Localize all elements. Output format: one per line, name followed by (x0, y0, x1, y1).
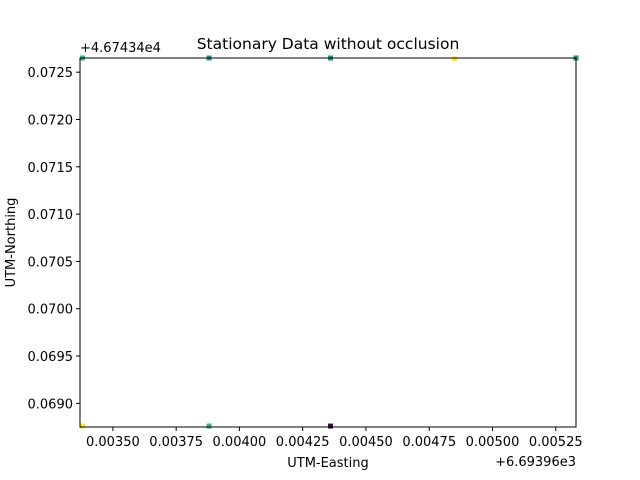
y-tick-label: 0.0725 (28, 66, 74, 81)
x-tick-label: 0.00375 (149, 435, 203, 450)
data-point (452, 56, 458, 62)
x-tick-label: 0.00350 (86, 435, 140, 450)
x-tick-label: 0.00525 (529, 435, 583, 450)
x-tick-label: 0.00500 (466, 435, 520, 450)
data-point (80, 423, 86, 429)
y-tick-label: 0.0720 (28, 114, 74, 129)
data-point (328, 423, 334, 429)
y-tick-label: 0.0690 (28, 397, 74, 412)
y-tick-label: 0.0710 (28, 208, 74, 223)
y-axis-label: UTM-Northing (4, 198, 19, 288)
plot-frame (79, 57, 577, 428)
x-axis-label: UTM-Easting (287, 456, 369, 471)
x-tick-label: 0.00475 (402, 435, 456, 450)
x-tick-label: 0.00425 (276, 435, 330, 450)
y-offset-label: +4.67434e4 (80, 41, 161, 56)
y-tick-label: 0.0695 (28, 350, 74, 365)
chart-title: Stationary Data without occlusion (197, 35, 460, 53)
data-point (206, 423, 212, 429)
x-tick-label: 0.00450 (339, 435, 393, 450)
y-tick-label: 0.0700 (28, 303, 74, 318)
y-tick-label: 0.0715 (28, 161, 74, 176)
x-tick-label: 0.00400 (213, 435, 267, 450)
x-offset-label: +6.69396e3 (495, 455, 576, 470)
y-tick-label: 0.0705 (28, 255, 74, 270)
